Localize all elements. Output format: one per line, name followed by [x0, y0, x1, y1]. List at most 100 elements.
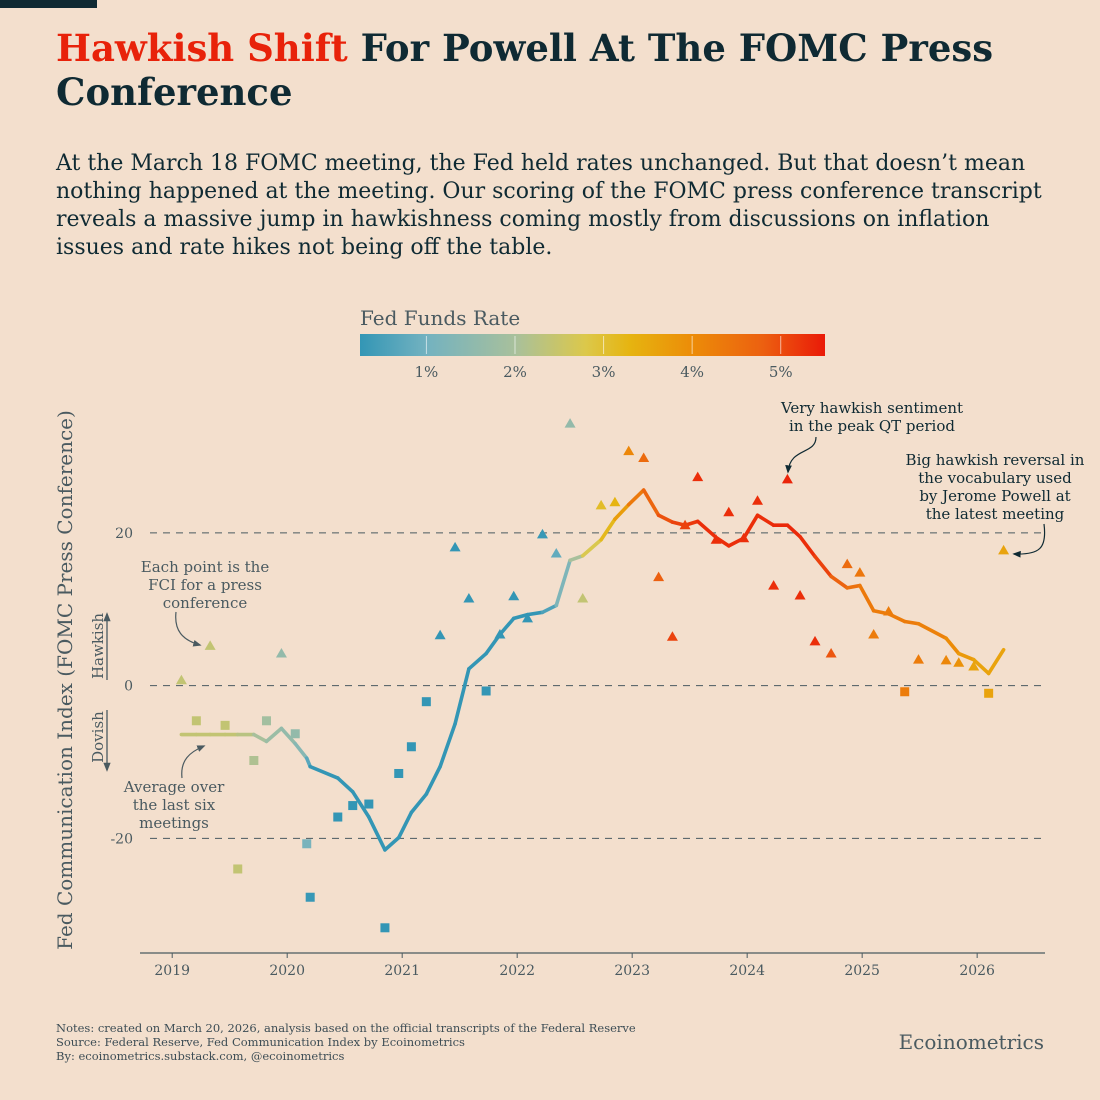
data-point-square: [305, 892, 315, 902]
average-line-segment: [858, 583, 876, 613]
average-line-segment: [902, 619, 921, 626]
gridlines: 20 0 -20: [110, 526, 1045, 847]
average-annotation: the last six: [133, 796, 216, 814]
colorbar-title: Fed Funds Rate: [360, 306, 520, 330]
data-point-square: [406, 742, 416, 752]
x-tick-label: 2021: [384, 963, 420, 979]
average-line: [179, 488, 1006, 852]
average-line-segment: [741, 513, 760, 541]
data-point-triangle: [508, 590, 520, 601]
reversal-annotation: the vocabulary used: [918, 469, 1072, 487]
average-line-segment: [813, 554, 833, 579]
average-line-segment: [613, 502, 631, 521]
average-line-segment: [453, 667, 471, 726]
data-point-triangle: [768, 580, 780, 590]
average-line-segment: [252, 732, 269, 744]
data-point-triangle: [883, 606, 895, 616]
colorbar-tick-label: 1%: [415, 363, 439, 381]
colorbar-ticks: 1% 2% 3% 4% 5%: [415, 336, 793, 381]
average-line-segment: [845, 583, 862, 590]
average-line-segment: [656, 513, 675, 524]
average-line-segment: [308, 764, 340, 780]
data-point-triangle: [738, 532, 750, 543]
title-rest: For Powell At The FOMC Press Conference: [56, 26, 994, 114]
data-point-square: [984, 688, 994, 698]
data-point-triangle: [781, 473, 793, 484]
colorbar-tick-label: 2%: [503, 363, 527, 381]
page-title: Hawkish Shift For Powell At The FOMC Pre…: [56, 26, 1056, 114]
data-point-triangle: [752, 495, 764, 505]
data-point-triangle: [434, 629, 446, 640]
data-point-triangle: [463, 593, 475, 603]
x-tick-label: 2023: [614, 963, 650, 979]
data-point-triangle: [953, 657, 965, 667]
brand-logo-text: Ecoinometrics: [898, 1030, 1044, 1054]
peak-qt-arrow-icon: [785, 436, 817, 474]
average-line-segment: [350, 790, 371, 819]
average-line-segment: [409, 792, 429, 815]
average-line-segment: [335, 776, 355, 794]
data-point-square: [220, 720, 230, 730]
average-annotation: meetings: [139, 814, 209, 832]
average-line-segment: [695, 519, 718, 540]
y-tick-label: -20: [110, 831, 133, 847]
subtitle: At the March 18 FOMC meeting, the Fed he…: [56, 151, 1042, 260]
average-line-segment: [829, 574, 850, 590]
data-point-triangle: [609, 496, 621, 507]
average-line-segment: [525, 610, 545, 617]
data-point-triangle: [666, 631, 678, 641]
average-line-segment: [986, 647, 1006, 676]
data-point-triangle: [723, 506, 735, 517]
average-line-segment: [944, 636, 961, 656]
average-line-segment: [785, 523, 802, 539]
average-line-segment: [264, 726, 284, 744]
data-point-triangle: [825, 648, 837, 658]
x-tick-label: 2019: [154, 963, 190, 979]
data-point-triangle: [536, 528, 548, 539]
average-line-segment: [641, 488, 661, 518]
data-point-square: [364, 799, 374, 809]
average-line-segment: [540, 603, 559, 615]
average-line-segment: [383, 835, 401, 852]
data-point-triangle: [653, 571, 665, 582]
data-point-triangle: [692, 471, 704, 482]
hawkish-label: Hawkish: [89, 613, 107, 679]
average-line-segment: [568, 553, 585, 563]
data-point-square: [333, 812, 343, 822]
points-annotation: conference: [163, 594, 248, 612]
average-line-segment: [424, 764, 442, 796]
dovish-label: Dovish: [89, 711, 107, 763]
x-tick-label: 2025: [844, 963, 880, 979]
average-line-segment: [580, 537, 603, 558]
data-point-square: [394, 768, 404, 778]
data-point-square: [348, 801, 358, 811]
notes-line: Notes: created on March 20, 2026, analys…: [56, 1021, 636, 1035]
data-point-square: [233, 864, 243, 874]
data-point-triangle: [998, 544, 1010, 555]
average-annotation: Average over: [123, 778, 225, 796]
peak-qt-annotation: Very hawkish sentiment: [780, 399, 963, 417]
x-tick-label: 2024: [729, 963, 765, 979]
reversal-annotation: by Jerome Powell at: [919, 487, 1070, 505]
axes: 2019 2020 2021 2022 2023 2024 2025 2026: [140, 952, 1045, 979]
peak-qt-annotation: in the peak QT period: [789, 417, 955, 435]
footer-notes: Notes: created on March 20, 2026, analys…: [56, 1021, 636, 1063]
x-tick-label: 2020: [269, 963, 305, 979]
average-line-segment: [956, 651, 976, 662]
data-point-triangle: [275, 648, 287, 658]
data-point-square: [421, 697, 431, 707]
points-annotation: FCI for a press: [148, 576, 262, 594]
reversal-annotation: the latest meeting: [926, 505, 1065, 523]
average-line-segment: [438, 722, 457, 769]
data-point-triangle: [577, 593, 589, 603]
data-point-triangle: [679, 519, 691, 530]
data-point-triangle: [868, 628, 880, 639]
data-point-square: [380, 923, 390, 933]
data-point-triangle: [494, 628, 506, 639]
colorbar-tick-label: 5%: [769, 363, 793, 381]
data-point-square: [290, 729, 300, 739]
data-point-triangle: [623, 445, 635, 456]
y-tick-label: 0: [124, 679, 133, 695]
